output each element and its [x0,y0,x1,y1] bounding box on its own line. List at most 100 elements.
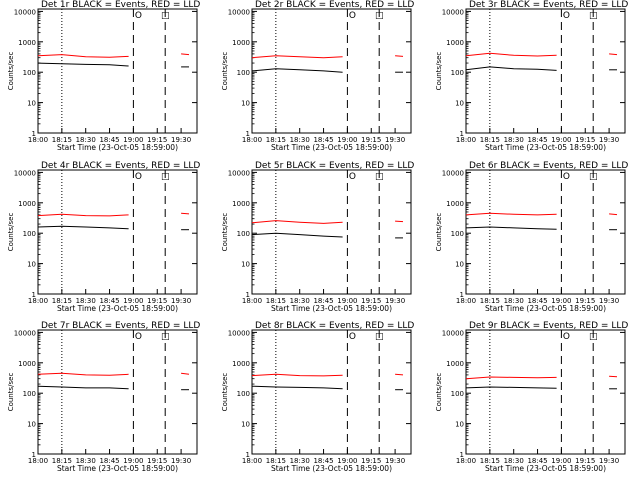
square-marker: □ [161,11,170,21]
events-series-line [37,62,129,67]
x-axis-label: Start Time (23-Oct-05 18:59:00) [271,143,392,152]
x-tick-label: 18:00 [28,457,48,465]
y-axis-label: Counts/sec [7,213,15,252]
x-tick-label: 18:45 [99,297,119,305]
lld-series-line [181,212,190,215]
x-tick-label: 19:30 [171,297,191,305]
y-tick-label: 10 [241,261,250,269]
circle-marker: O [563,11,570,21]
x-tick-label: 19:00 [551,136,571,144]
y-tick-label: 10 [27,421,36,429]
x-tick-label: 19:30 [599,136,619,144]
x-tick-label: 19:30 [385,457,405,465]
x-tick-label: 18:45 [99,136,119,144]
x-tick-label: 18:45 [527,457,547,465]
x-tick-label: 18:15 [52,457,72,465]
y-tick-label: 1000 [446,200,464,208]
x-axis-label: Start Time (23-Oct-05 18:59:00) [271,464,392,473]
x-tick-label: 18:15 [480,136,500,144]
x-tick-label: 18:30 [504,136,524,144]
lld-series-line [395,220,404,223]
lld-series-line [465,376,557,380]
square-marker: □ [161,332,170,342]
panel-title: Det 8r BLACK = Events, RED = LLD [255,321,414,331]
y-tick-label: 10000 [442,329,464,337]
y-tick-label: 1000 [232,360,250,368]
plot-frame [251,169,412,295]
x-tick-label: 18:45 [527,297,547,305]
plot-frame [251,329,412,455]
x-axis-label: Start Time (23-Oct-05 18:59:00) [57,304,178,313]
circle-marker: O [563,332,570,342]
circle-marker: O [349,11,356,21]
panel-title: Det 5r BLACK = Events, RED = LLD [255,161,414,171]
x-tick-label: 19:15 [361,136,381,144]
x-tick-label: 19:15 [575,297,595,305]
x-tick-label: 19:30 [171,136,191,144]
y-tick-label: 10 [27,100,36,108]
y-tick-label: 100 [451,69,464,77]
x-tick-label: 18:45 [313,297,333,305]
y-tick-label: 1000 [18,200,36,208]
x-tick-label: 18:45 [313,457,333,465]
x-tick-label: 18:00 [456,136,476,144]
y-tick-label: 10000 [228,329,250,337]
x-tick-label: 18:30 [76,136,96,144]
y-tick-label: 100 [23,69,36,77]
plot-frame [465,8,626,134]
y-axis-label: Counts/sec [7,52,15,91]
events-series-line [251,385,343,390]
y-tick-label: 10000 [14,329,36,337]
y-tick-label: 100 [237,230,250,238]
y-tick-label: 10 [455,421,464,429]
detector-panel: Det 5r BLACK = Events, RED = LLD 1 10 100 10… [221,161,414,313]
lld-series-line [609,213,618,216]
y-tick-label: 10 [455,261,464,269]
lld-series-line [181,372,190,375]
y-tick-label: 100 [23,230,36,238]
y-tick-label: 100 [451,390,464,398]
detector-panel: Det 8r BLACK = Events, RED = LLD 1 10 100 10… [221,321,414,473]
y-tick-label: 1 [246,291,250,299]
y-tick-label: 10000 [228,8,250,16]
square-marker: □ [161,172,170,182]
events-series-line [465,226,557,230]
lld-series-line [251,220,343,224]
x-tick-label: 19:30 [171,457,191,465]
circle-marker: O [135,172,142,182]
lld-series-line [465,212,557,216]
y-tick-label: 10 [27,261,36,269]
detector-panel: Det 4r BLACK = Events, RED = LLD 1 10 100 10… [7,161,200,313]
y-tick-label: 10 [241,421,250,429]
events-series-line [37,225,129,230]
circle-marker: O [135,11,142,21]
x-axis-label: Start Time (23-Oct-05 18:59:00) [271,304,392,313]
y-tick-label: 10000 [228,169,250,177]
x-tick-label: 19:15 [361,297,381,305]
plot-frame [465,329,626,455]
y-axis-label: Counts/sec [435,52,443,91]
x-axis-label: Start Time (23-Oct-05 18:59:00) [485,464,606,473]
x-tick-label: 19:30 [385,136,405,144]
x-tick-label: 19:00 [123,457,143,465]
panel-title: Det 4r BLACK = Events, RED = LLD [41,161,200,171]
x-tick-label: 18:00 [242,297,262,305]
x-axis-label: Start Time (23-Oct-05 18:59:00) [57,464,178,473]
square-marker: □ [375,11,384,21]
circle-marker: O [563,172,570,182]
x-tick-label: 19:00 [551,457,571,465]
lld-series-line [465,52,557,57]
x-tick-label: 18:30 [504,297,524,305]
x-tick-label: 19:30 [385,297,405,305]
y-tick-label: 1 [32,451,36,459]
x-tick-label: 19:00 [123,136,143,144]
x-tick-label: 19:00 [337,457,357,465]
x-tick-label: 19:00 [551,297,571,305]
x-tick-label: 18:15 [266,297,286,305]
square-marker: □ [375,332,384,342]
lld-series-line [395,55,404,57]
x-tick-label: 18:30 [76,297,96,305]
y-tick-label: 1000 [446,360,464,368]
events-series-line [251,232,343,238]
